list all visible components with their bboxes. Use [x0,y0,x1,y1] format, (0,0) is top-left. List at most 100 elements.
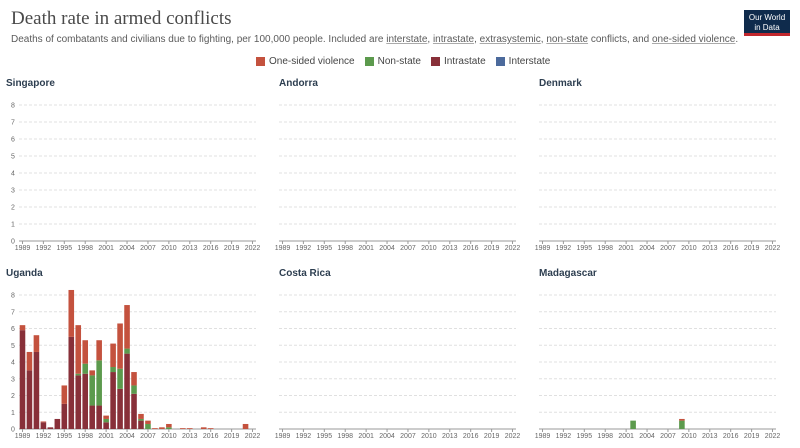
subtitle-text: Deaths of combatants and civilians due t… [11,34,387,45]
bar-uganda-one-sided-violence-2009 [159,427,165,429]
bar-madagascar-non-state-2009 [679,420,685,429]
bar-uganda-one-sided-violence-2015 [200,427,207,429]
bar-uganda-one-sided-violence-1997 [75,325,82,374]
x-tick-label: 2001 [358,245,374,252]
y-tick-label: 7 [11,309,15,316]
x-tick-label: 2004 [379,433,395,440]
link-intrastate[interactable]: intrastate [432,34,475,45]
y-tick-label: 2 [11,393,15,400]
y-tick-label: 3 [11,376,15,383]
x-tick-label: 2007 [400,433,416,440]
x-tick-label: 2007 [660,433,676,440]
x-tick-label: 1995 [317,433,333,440]
x-tick-label: 2022 [245,245,261,252]
x-tick-label: 1989 [535,245,551,252]
bar-uganda-one-sided-violence-2003 [117,323,123,369]
legend-swatch [256,57,265,66]
x-tick-label: 2019 [744,433,760,440]
bar-uganda-non-state-2003 [117,368,123,389]
x-tick-label: 2019 [224,245,240,252]
subtitle-separator: , [540,34,547,45]
link-interstate[interactable]: interstate [386,34,428,45]
x-tick-label: 1998 [77,433,93,440]
x-tick-label: 1995 [57,245,73,252]
x-tick-label: 2010 [421,433,437,440]
bar-uganda-intrastate-2004 [124,353,130,429]
x-tick-label: 1995 [317,245,333,252]
x-tick-label: 1989 [275,245,291,252]
x-tick-label: 2022 [245,433,261,440]
logo-line-1: Our World [748,13,786,22]
x-tick-label: 2010 [161,433,177,440]
x-tick-label: 2022 [765,245,781,252]
bar-uganda-non-state-2010 [166,427,172,429]
bar-uganda-non-state-1998 [82,363,89,374]
bar-uganda-one-sided-violence-2004 [124,305,130,349]
bar-uganda-intrastate-1991 [33,351,40,429]
x-tick-label: 1992 [36,245,52,252]
owid-logo[interactable]: Our World in Data [744,10,790,36]
x-tick-label: 2019 [224,433,240,440]
legend-swatch [364,57,374,66]
legend-item-non-state[interactable]: Non-state [364,56,421,67]
bar-uganda-non-state-2001 [103,418,109,423]
subtitle-separator: , [427,34,433,45]
chart-subtitle: Deaths of combatants and civilians due t… [11,34,738,45]
facet-title-madagascar: Madagascar [539,268,597,279]
link-non-state[interactable]: non-state [546,34,589,45]
y-tick-label: 3 [11,188,15,195]
y-tick-label: 4 [11,171,15,178]
link-one-sided-violence[interactable]: one-sided violence [651,34,736,45]
x-tick-label: 2007 [140,433,156,440]
legend-swatch [430,57,440,66]
y-tick-label: 5 [11,154,15,161]
x-tick-label: 2004 [379,245,395,252]
bar-uganda-intrastate-1995 [61,403,68,429]
bar-uganda-intrastate-2003 [117,388,123,429]
bar-uganda-intrastate-2001 [103,422,109,429]
bar-uganda-one-sided-violence-1999 [89,370,95,376]
y-tick-label: 2 [11,205,15,212]
x-tick-label: 2010 [681,245,697,252]
bar-uganda-non-state-2006 [138,418,144,421]
x-tick-label: 2004 [119,433,135,440]
bar-uganda-one-sided-violence-1992 [40,421,47,423]
bar-uganda-intrastate-1996 [68,336,75,429]
legend-item-one-sided-violence[interactable]: One-sided violence [256,56,355,67]
x-tick-label: 2010 [421,245,437,252]
x-tick-label: 1995 [577,433,593,440]
x-tick-label: 1989 [15,245,31,252]
x-tick-label: 1992 [556,245,572,252]
subtitle-text: conflicts, and [588,34,652,45]
x-tick-label: 2001 [618,433,634,440]
x-tick-label: 2013 [442,433,458,440]
legend-item-interstate[interactable]: Interstate [495,56,551,67]
link-extrasystemic[interactable]: extrasystemic [479,34,541,45]
x-tick-label: 2019 [484,433,500,440]
x-tick-label: 1989 [535,433,551,440]
bar-uganda-intrastate-1997 [75,375,82,429]
legend-item-intrastate[interactable]: Intrastate [430,56,486,67]
bar-uganda-intrastate-1993 [47,427,54,429]
bar-uganda-one-sided-violence-2001 [103,415,109,419]
legend-label: One-sided violence [269,56,355,67]
x-tick-label: 2016 [723,433,739,440]
bar-uganda-non-state-2004 [124,348,130,354]
subtitle-separator: , [474,34,480,45]
y-tick-label: 0 [11,427,15,434]
x-tick-label: 2001 [98,245,114,252]
x-tick-label: 1992 [556,433,572,440]
y-tick-label: 1 [11,410,15,417]
x-tick-label: 2013 [182,245,198,252]
x-tick-label: 2019 [744,245,760,252]
x-tick-label: 2022 [765,433,781,440]
x-tick-label: 1989 [15,433,31,440]
legend-label: Interstate [508,56,551,67]
x-tick-label: 1998 [597,245,613,252]
bar-uganda-one-sided-violence-2000 [96,340,102,361]
x-tick-label: 2016 [203,245,219,252]
bar-uganda-intrastate-1994 [54,418,61,429]
logo-line-2: in Data [754,23,780,32]
bar-uganda-non-state-2000 [96,360,102,406]
